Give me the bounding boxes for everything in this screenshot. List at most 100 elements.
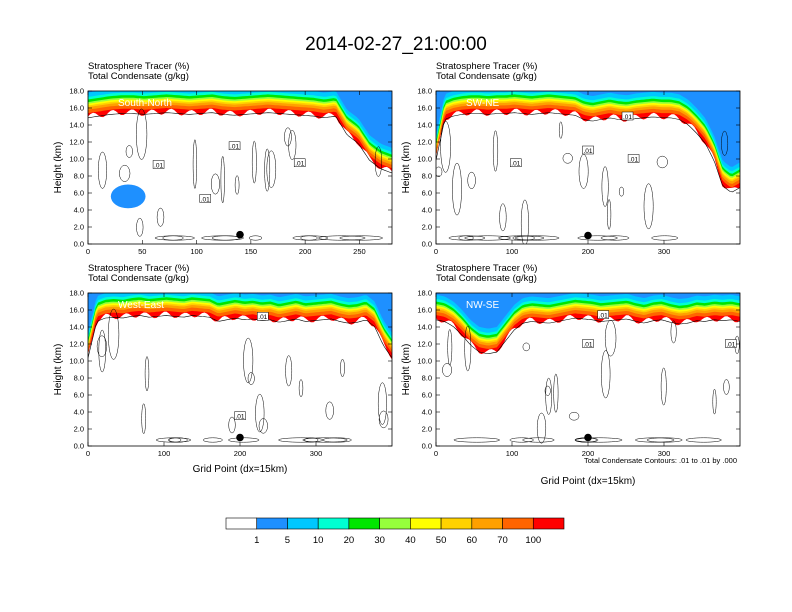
cloud-contour [492, 130, 499, 172]
y-tick-label: 0.0 [74, 240, 84, 249]
x-axis-label: Grid Point (dx=15km) [541, 476, 636, 487]
x-tick-label: 100 [506, 247, 519, 256]
contour-label: .01 [199, 194, 212, 203]
y-tick-label: 16.0 [69, 306, 84, 315]
location-marker [236, 230, 244, 239]
y-tick-label: 8.0 [74, 374, 84, 383]
tracer-field: .01 .01 .01 [436, 293, 740, 446]
plot-frame [87, 90, 393, 245]
boundary-cloud-contour [600, 235, 630, 241]
colorbar-label: 60 [467, 535, 478, 546]
tracer-field: .01 .01 [88, 293, 392, 446]
panel-title-line: Stratosphere Tracer (%) [88, 263, 189, 274]
colorbar: 1 5 10 20 30 40 50 60 70 100 [225, 517, 565, 546]
cloud-contour [220, 156, 225, 204]
panels: .01 .01 .01 .01 South-North Stratosphere Trac… [53, 61, 741, 487]
cloud-contour [136, 108, 148, 160]
colorbar-swatch [317, 517, 350, 530]
boundary-cloud-contour [464, 235, 511, 241]
y-axis-label: Height (km) [401, 344, 412, 396]
x-tick-label: 200 [582, 247, 595, 256]
boundary-cloud-contour [685, 437, 722, 443]
contour-label: .01 [725, 339, 737, 348]
y-tick-label: 10.0 [69, 357, 84, 366]
cloud-contour [712, 389, 717, 415]
boundary-cloud-contour [522, 437, 555, 443]
contour-label-text: .01 [230, 144, 239, 151]
cloud-contour [258, 418, 268, 434]
cloud-contour [562, 153, 573, 164]
y-tick-label: 12.0 [69, 138, 84, 147]
x-tick-label: 100 [190, 247, 203, 256]
y-tick-label: 8.0 [74, 172, 84, 181]
location-marker [236, 433, 244, 442]
contour-label: .01 [228, 141, 241, 151]
y-tick-label: 14.0 [417, 323, 432, 332]
y-tick-label: 6.0 [74, 189, 84, 198]
panel-2: .01 .01 West-East Stratosphere Tracer (%)To… [53, 263, 393, 475]
condensate-contour [88, 315, 392, 359]
cloud-contour [98, 329, 106, 373]
cloud-contour [251, 140, 257, 184]
y-tick-label: 8.0 [422, 172, 432, 181]
colorbar-swatch [225, 517, 258, 530]
x-axis-label: Grid Point (dx=15km) [193, 464, 288, 475]
contour-label: .01 [257, 312, 269, 321]
boundary-cloud-contour [651, 235, 679, 241]
x-tick-label: 150 [245, 247, 258, 256]
colorbar-swatch [379, 517, 411, 530]
colorbar-swatch [502, 517, 534, 530]
cloud-contour [247, 372, 255, 385]
cloud-contour [325, 401, 334, 420]
colorbar-label: 30 [374, 535, 385, 546]
y-axis-label: Height (km) [53, 142, 64, 194]
contour-label-text: .01 [599, 312, 608, 319]
contour-label: .01 [293, 158, 306, 168]
contour-label: .01 [627, 154, 640, 163]
colorbar-swatch [532, 517, 565, 530]
boundary-cloud-contour [202, 437, 223, 443]
y-tick-label: 18.0 [417, 289, 432, 298]
cloud-contour [192, 139, 197, 189]
boundary-cloud-contour [514, 235, 560, 241]
colorbar-swatch [440, 517, 473, 530]
y-tick-label: 2.0 [422, 425, 432, 434]
colorbar-swatch [256, 517, 288, 530]
panel-title-line: Total Condensate (g/kg) [436, 273, 537, 284]
cloud-contour [660, 367, 667, 406]
colorbar-swatch [287, 517, 319, 530]
colorbar-swatch [348, 517, 380, 530]
panel-title-line: Stratosphere Tracer (%) [436, 263, 537, 274]
cloud-contour [553, 373, 559, 413]
panel-1: .01 .01 .01 .01 SW-NE Stratosphere Tracer (%)… [401, 61, 741, 256]
panel-title-line: Total Condensate (g/kg) [436, 71, 537, 82]
cloud-contour [288, 130, 297, 160]
x-tick-label: 0 [434, 449, 438, 458]
contour-label-text: .01 [583, 341, 592, 348]
y-tick-label: 6.0 [422, 391, 432, 400]
cloud-contour [284, 127, 292, 147]
cloud-contour [607, 199, 612, 230]
cloud-contour [536, 412, 547, 444]
contour-label: .01 [621, 111, 634, 121]
contour-label-text: .01 [258, 314, 267, 321]
cloud-contour [545, 377, 552, 415]
condensate-contour [88, 112, 392, 174]
cloud-contour [264, 148, 271, 192]
y-tick-label: 0.0 [422, 240, 432, 249]
boundary-cloud-contour [322, 437, 352, 443]
cloud-contour [340, 358, 345, 378]
contour-label-text: .01 [201, 196, 210, 203]
y-tick-label: 12.0 [69, 340, 84, 349]
cloud-contour [643, 183, 654, 230]
contour-label-text: .01 [154, 162, 163, 169]
x-tick-label: 0 [86, 449, 90, 458]
y-tick-label: 10.0 [69, 155, 84, 164]
cloud-contour [558, 121, 563, 139]
contour-label-text: .01 [629, 156, 638, 163]
cloud-contour [440, 120, 451, 173]
cloud-contour [601, 350, 611, 399]
x-tick-label: 200 [582, 449, 595, 458]
